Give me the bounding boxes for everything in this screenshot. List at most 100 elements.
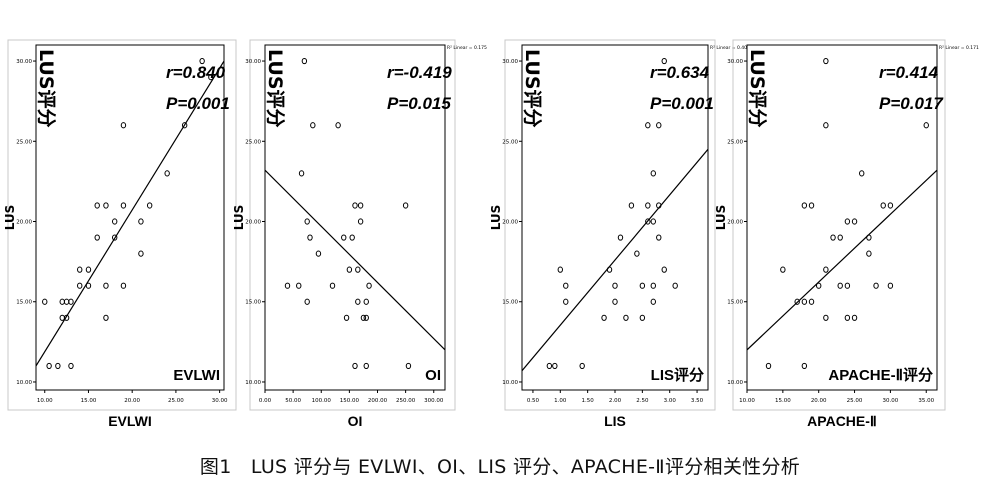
panel-2-y-axis-label: LUS: [232, 205, 246, 231]
panel-2-data-point: [363, 314, 369, 321]
panel-3-data-point: [639, 282, 646, 289]
panel-2-data-point: [335, 122, 341, 129]
panel-1-y-tick-label: 15.00: [16, 300, 32, 306]
panel-1-data-point: [94, 202, 100, 209]
panel-4-data-point: [844, 314, 851, 321]
panel-2-data-point: [315, 250, 322, 257]
panel-1-data-point: [181, 122, 188, 129]
panel-4-y-axis-label: LUS: [714, 205, 728, 231]
panel-4-r-value: r=0.414: [879, 63, 939, 82]
panel-2-r-value: r=-0.419: [387, 63, 452, 82]
panel-3-data-point: [650, 218, 656, 225]
panel-2-data-point: [363, 298, 369, 305]
panel-1-y-axis-label: LUS: [3, 205, 17, 231]
panel-1-data-point: [94, 234, 100, 241]
panel-3-y-tick-label: 30.00: [502, 59, 518, 65]
panel-3-data-point: [612, 282, 618, 289]
panel-1-data-point: [208, 73, 214, 81]
panel-3-y-tick-label: 20.00: [502, 220, 518, 226]
panel-3-data-point: [639, 314, 646, 321]
panel-1-data-point: [164, 170, 170, 177]
panel-2-data-point: [310, 122, 316, 129]
panel-3-data-point: [557, 266, 563, 273]
panel-4-data-point: [859, 170, 865, 177]
panel-4-data-point: [844, 282, 851, 289]
panel-3-x-tick-label: 3.50: [691, 398, 704, 404]
panel-3-data-point: [579, 362, 585, 370]
panel-2-y-tick-label: 15.00: [245, 300, 261, 306]
panel-1-y-tick-label: 20.00: [16, 220, 32, 226]
panel-3-data-point: [563, 298, 569, 305]
panel-3-data-point: [546, 362, 553, 370]
panel-2-outer-frame: [249, 39, 456, 411]
panel-4-y-tick-label: 25.00: [727, 139, 743, 145]
panel-4-data-point: [923, 122, 929, 129]
panel-4-p-value: P=0.017: [879, 94, 944, 113]
panel-4-data-point: [801, 202, 808, 209]
panel-2-fit-line: [265, 169, 445, 351]
panel-2-data-point: [343, 314, 350, 321]
panel-3-x-axis-label: LIS: [604, 413, 626, 429]
panel-4-data-point: [823, 266, 829, 273]
panel-2-data-point: [360, 314, 367, 321]
panel-3-y-tick-label: 10.00: [502, 380, 518, 386]
panel-1-data-point: [103, 202, 109, 209]
panel-3-outer-frame: [504, 39, 716, 411]
panel-1-data-point: [68, 298, 74, 305]
panel-1-data-point: [111, 234, 118, 241]
panel-4-data-point: [837, 282, 843, 289]
panel-2-y-tick-label: 20.00: [245, 220, 261, 226]
panel-1-data-point: [120, 282, 127, 289]
panel-2-x-tick-label: 200.00: [368, 398, 388, 404]
panel-3-data-point: [628, 202, 635, 209]
panel-1-x-tick-label: 30.00: [212, 398, 228, 404]
panel-3-x-tick-label: 0.50: [527, 398, 540, 404]
panel-4-x-tick-label: 25.00: [847, 398, 863, 404]
panel-2-in-plot-label: OI: [425, 367, 441, 384]
panel-1-data-point: [146, 202, 153, 209]
panel-1-outer-frame: [7, 39, 237, 411]
panel-3-data-point: [645, 122, 651, 129]
panel-3-r-squared-note: R² Linear = 0.402: [710, 45, 750, 51]
panel-1-y-tick-label: 30.00: [16, 59, 32, 65]
panel-3-data-point: [656, 122, 662, 129]
panel-2-y-tick-label: 10.00: [245, 380, 261, 386]
panel-1-data-point: [68, 362, 74, 370]
panel-2-data-point: [349, 234, 355, 241]
panel-4-y-tick-label: 20.00: [727, 220, 743, 226]
panel-3-data-point: [645, 218, 651, 225]
panel-1-in-plot-label: EVLWI: [173, 367, 220, 384]
panel-3-x-tick-label: 1.50: [582, 398, 595, 404]
panel-4-y-tick-label: 30.00: [727, 59, 743, 65]
panel-2-r-squared-note: R² Linear = 0.175: [447, 45, 487, 51]
panel-4-lus-score-title: LUS评分: [746, 49, 768, 128]
panel-3-x-tick-label: 2.50: [636, 398, 649, 404]
panel-1-x-axis-label: EVLWI: [108, 413, 152, 429]
panel-3-in-plot-label: LIS评分: [651, 367, 704, 384]
panel-4-x-tick-label: 30.00: [883, 398, 899, 404]
panel-2-data-point: [284, 282, 291, 289]
panel-4-data-point: [808, 298, 815, 305]
panel-4-x-tick-label: 15.00: [775, 398, 791, 404]
panel-1-plot-area: [35, 44, 225, 391]
panel-3-data-point: [645, 202, 651, 209]
panel-2-data-point: [329, 282, 336, 289]
figure-caption: 图1 LUS 评分与 EVLWI、OI、LIS 评分、APACHE-Ⅱ评分相关性…: [199, 456, 801, 478]
panel-3-plot-area: [521, 44, 709, 391]
panel-1-data-point: [138, 250, 144, 257]
panel-2-data-point: [304, 298, 310, 305]
panel-2-data-point: [357, 218, 364, 225]
panel-2-lus-score-title: LUS评分: [264, 49, 286, 128]
panel-2-p-value: P=0.015: [387, 94, 451, 113]
panel-1-data-point: [120, 202, 127, 209]
panel-1-x-tick-label: 25.00: [168, 398, 184, 404]
panel-1-x-tick-label: 20.00: [124, 398, 140, 404]
panel-2-x-tick-label: 300.00: [424, 398, 444, 404]
panel-1-p-value: P=0.001: [166, 94, 230, 113]
panel-4-x-axis-label: APACHE-Ⅱ: [807, 413, 877, 429]
panel-4-data-point: [851, 314, 858, 321]
panel-4-fit-line: [747, 169, 937, 351]
panel-4-data-point: [887, 202, 894, 209]
panel-2-x-tick-label: 0.00: [259, 398, 272, 404]
panel-3-data-point: [650, 170, 656, 177]
